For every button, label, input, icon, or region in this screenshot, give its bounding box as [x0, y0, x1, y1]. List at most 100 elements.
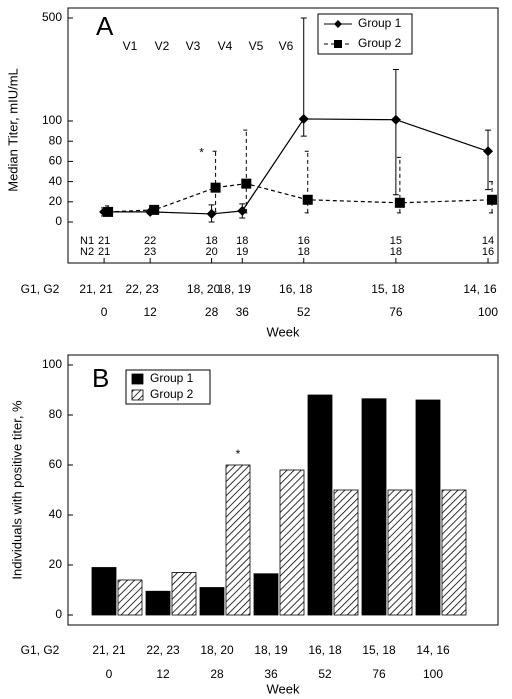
bar [387, 489, 413, 616]
group-size: 21, 21 [79, 282, 113, 296]
group-size: 18, 20 [187, 282, 221, 296]
n-value: 22 [144, 235, 156, 247]
x-tick-label: 52 [297, 305, 311, 319]
series-line [108, 183, 493, 213]
error-bar [392, 69, 399, 196]
y-axis-title: Individuals with positive titer, % [9, 400, 24, 580]
marker [103, 206, 114, 217]
group-size: 18, 19 [254, 643, 288, 657]
y-tick-label: 500 [42, 10, 62, 24]
group-size: 15, 18 [371, 282, 405, 296]
group-size: 18, 20 [200, 643, 234, 657]
bar [279, 469, 305, 616]
bar [441, 489, 467, 616]
marker [298, 113, 309, 124]
error-bar [485, 129, 492, 191]
marker [241, 178, 252, 189]
legend-marker [334, 40, 342, 48]
n-value: 18 [390, 246, 402, 258]
visit-label: V3 [186, 39, 201, 53]
legend-marker [334, 20, 342, 28]
y-tick-label: 80 [49, 407, 63, 421]
visit-label: V2 [155, 39, 170, 53]
legend-swatch [131, 373, 144, 385]
marker [394, 197, 405, 208]
group-size: 14, 16 [416, 643, 450, 657]
bar [117, 579, 143, 616]
n-value: 19 [236, 246, 248, 258]
x-tick-label: 0 [106, 667, 113, 681]
n-row-label: N2 [80, 246, 94, 258]
x-tick-label: 0 [101, 305, 108, 319]
panel-frame [67, 7, 499, 264]
n-value: 18 [298, 246, 310, 258]
x-tick-label: 76 [389, 305, 403, 319]
bar [333, 489, 359, 616]
marker [210, 182, 221, 193]
y-tick-label: 20 [49, 557, 63, 571]
x-tick-label: 36 [236, 305, 250, 319]
annotation: * [236, 447, 241, 461]
n-value: 18 [236, 235, 248, 247]
n-value: 16 [298, 235, 310, 247]
y-tick-label: 60 [49, 154, 63, 168]
legend-label: Group 1 [358, 16, 402, 30]
x-tick-label: 36 [264, 667, 278, 681]
legend-label: Group 1 [150, 371, 194, 385]
y-tick-label: 0 [55, 214, 62, 228]
n-value: 18 [205, 235, 217, 247]
bar [145, 590, 171, 616]
n-value: 21 [98, 246, 110, 258]
legend-swatch [131, 389, 144, 401]
panel-letter: B [92, 363, 109, 393]
bar [361, 398, 387, 616]
marker [149, 204, 160, 215]
series-line [104, 118, 489, 215]
marker [487, 194, 498, 205]
y-axis-title: Median Titer, mIU/mL [5, 68, 20, 192]
visit-label: V4 [218, 39, 233, 53]
y-tick-label: 60 [49, 457, 63, 471]
y-tick-label: 20 [49, 194, 63, 208]
annotation: * [199, 145, 204, 159]
x-tick-label: 28 [205, 305, 219, 319]
marker [302, 194, 313, 205]
bar [199, 587, 225, 616]
panel-letter: A [96, 11, 114, 41]
group-size: 16, 18 [279, 282, 313, 296]
visit-label: V1 [123, 39, 138, 53]
group-size: 22, 23 [125, 282, 159, 296]
group-size: 14, 16 [463, 282, 497, 296]
n-value: 15 [390, 235, 402, 247]
legend-label: Group 2 [150, 387, 194, 401]
x-axis-title: Week [267, 324, 300, 339]
marker [483, 146, 494, 157]
n-value: 23 [144, 246, 156, 258]
bar [225, 464, 251, 616]
error-bar [243, 129, 250, 214]
y-tick-label: 0 [55, 607, 62, 621]
bar [415, 399, 441, 616]
error-bar [212, 150, 219, 213]
bar [171, 572, 197, 616]
bar [253, 573, 279, 616]
bar [307, 394, 333, 616]
group-size: 18, 19 [218, 282, 252, 296]
group-size: 16, 18 [308, 643, 342, 657]
group-size: 22, 23 [146, 643, 180, 657]
n-row-label: N1 [80, 235, 94, 247]
y-tick-label: 40 [49, 174, 63, 188]
legend-box [317, 13, 413, 55]
y-tick-label: 40 [49, 507, 63, 521]
group-size-label: G1, G2 [21, 282, 60, 296]
x-tick-label: 76 [372, 667, 386, 681]
x-tick-label: 52 [318, 667, 332, 681]
bar [91, 567, 117, 616]
x-axis-title: Week [267, 681, 300, 696]
x-tick-label: 12 [156, 667, 170, 681]
y-tick-label: 80 [49, 133, 63, 147]
x-tick-label: 12 [143, 305, 157, 319]
group-size-label: G1, G2 [21, 643, 60, 657]
marker [390, 114, 401, 125]
